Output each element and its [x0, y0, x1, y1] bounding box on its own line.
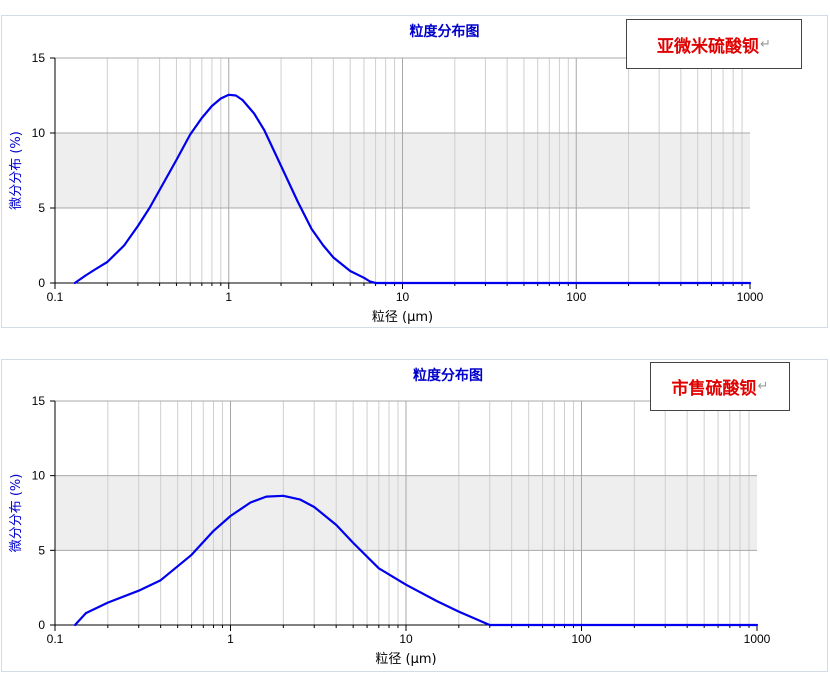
x-tick-label: 1 — [225, 290, 232, 304]
y-tick-label: 15 — [32, 394, 46, 408]
y-tick-label: 5 — [38, 201, 45, 215]
y-tick-label: 5 — [38, 543, 45, 557]
y-tick-label: 0 — [38, 276, 45, 290]
y-tick-label: 10 — [32, 126, 46, 140]
x-tick-label: 10 — [396, 290, 410, 304]
chart-title: 粒度分布图 — [413, 367, 483, 384]
x-tick-label: 100 — [571, 632, 591, 646]
y-tick-label: 0 — [38, 618, 45, 632]
y-axis-label: 微分分布 (%) — [9, 474, 24, 553]
y-axis-label: 微分分布 (%) — [9, 131, 24, 210]
x-axis-label: 粒径 (μm) — [372, 310, 433, 325]
annotation-label: 亚微米硫酸钡 — [657, 36, 760, 57]
return-mark-icon: ↵ — [757, 379, 769, 394]
x-tick-label: 1000 — [737, 290, 764, 304]
annotation-box: 市售硫酸钡 ↵ — [650, 362, 790, 411]
y-tick-label: 10 — [32, 469, 46, 483]
y-tick-label: 15 — [32, 51, 46, 65]
return-mark-icon: ↵ — [760, 36, 771, 52]
annotation-box: 亚微米硫酸钡 ↵ — [626, 19, 802, 69]
x-tick-label: 10 — [399, 632, 413, 646]
x-tick-label: 0.1 — [47, 632, 64, 646]
annotation-label: 市售硫酸钡 — [671, 379, 757, 399]
chart-title: 粒度分布图 — [410, 23, 480, 40]
x-tick-label: 100 — [566, 290, 586, 304]
x-tick-label: 1000 — [744, 632, 771, 646]
chart-panel-bottom: 0 5 10 15 0.1 1 10 100 1000 粒度分布图 粒径 (μm) 微分分布 (%) … — [0, 358, 830, 674]
x-tick-label: 0.1 — [47, 290, 64, 304]
x-tick-label: 1 — [227, 632, 234, 646]
chart-panel-top: 0 5 10 15 0.1 1 10 100 1000 粒度分布图 粒径 (μm) 微分分布 (%) … — [0, 14, 830, 330]
series-line — [73, 93, 752, 285]
series-line — [73, 494, 759, 627]
x-axis-label: 粒径 (μm) — [375, 652, 436, 667]
